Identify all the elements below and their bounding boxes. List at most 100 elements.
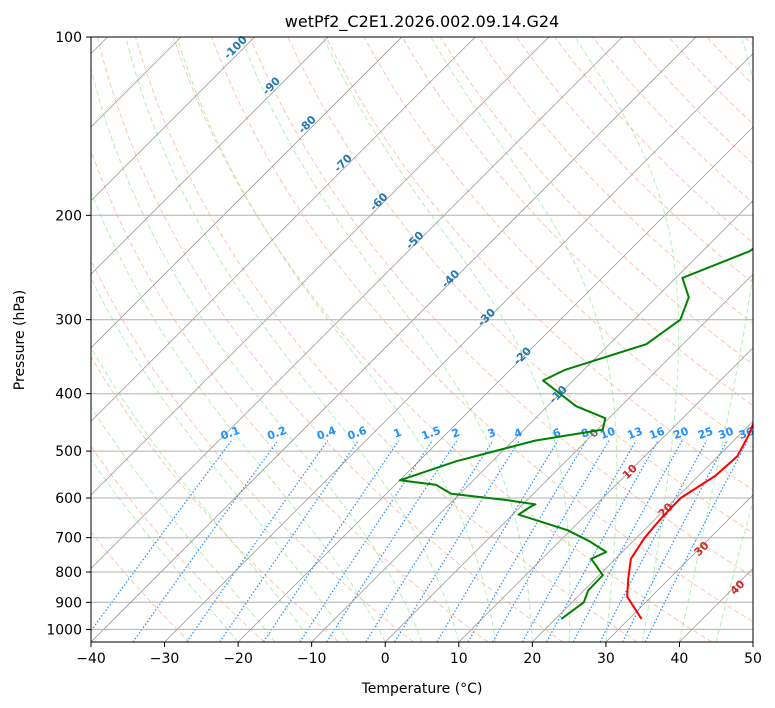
isotherm-line [164,53,753,642]
moist-adiabat-line [574,37,680,642]
mixing-ratio-label: 30 [716,424,735,442]
x-tick-label: 10 [450,651,468,667]
mixing-ratio-label: 16 [647,424,666,442]
dewpoint-profile [398,247,753,620]
isotherm-line [91,37,403,349]
moist-adiabat-line [430,37,618,642]
isotherm-line [384,273,753,642]
dry-adiabat-line [91,445,265,642]
y-tick-label: 400 [55,387,82,403]
isobar-gridlines [91,37,753,630]
dry-adiabat-line [135,37,638,642]
moist-adiabat-line [91,67,423,642]
x-tick-label: −30 [150,651,180,667]
dry-adiabat-line [91,355,340,642]
mixing-ratio-label: 0.4 [315,424,338,443]
mixing-ratio-line [326,440,458,642]
mixing-ratio-label: 0.2 [265,424,288,443]
dry-adiabat-line [91,149,489,642]
x-tick-label: 40 [671,651,689,667]
moist-adiabat-line [678,37,753,642]
mixing-ratio-line [299,440,433,642]
dry-adiabat-line [249,37,753,578]
mixing-ratio-line [262,440,400,642]
plot-frame [90,36,754,643]
y-axis-ticks: 100 200 300 400 500 600 700 800 900 1000 [46,30,91,638]
y-tick-label: 800 [55,565,82,581]
moist-adiabat-line [91,190,386,642]
isotherm-line [91,37,697,642]
mixing-ratio-line [186,440,329,642]
mixing-ratio-line [492,440,610,642]
dry-adiabat-line [211,37,753,623]
y-tick-label: 500 [55,444,82,460]
mixing-ratio-label: 1.5 [420,424,443,443]
dry-adiabat-line [96,37,563,642]
moist-adiabats [91,37,753,642]
y-tick-label: 300 [55,313,82,329]
mixing-ratio-label: 2 [450,426,462,441]
y-tick-label: 100 [55,30,82,46]
mixing-ratio-label: 0.1 [219,424,242,443]
moist-adiabat-line [91,277,349,642]
mixing-ratio-line [622,440,728,642]
isotherm-line [91,37,623,569]
sounding-profiles [398,247,753,620]
mixing-ratio-label: 1 [392,426,404,441]
y-tick-label: 200 [55,208,82,224]
mixing-ratio-line [365,440,494,642]
isotherm-line [458,347,753,642]
y-tick-label: 600 [55,491,82,507]
mixing-ratio-label: 3 [486,426,498,441]
mixing-ratio-line [436,440,559,642]
mixing-ratio-lines [91,440,749,642]
dry-adiabat-line [173,37,713,642]
y-tick-label: 1000 [46,622,82,638]
mixing-ratio-label: 13 [625,425,644,442]
mixing-ratio-line [572,440,683,642]
isotherms [91,37,753,642]
isotherm-line [91,37,550,496]
isotherm-line [91,37,329,275]
y-axis-title: Pressure (hPa) [12,290,28,390]
isotherm-line [311,200,753,642]
x-tick-label: 0 [381,651,390,667]
dry-adiabat-line [91,531,191,642]
mixing-ratio-labels: 0.1 0.2 0.4 0.6 1 1.5 2 3 4 6 8 10 13 16 20 25 30 36 [219,424,756,443]
moist-adiabat-line [715,498,753,642]
mixing-ratio-line [467,440,587,642]
x-tick-label: −20 [223,651,253,667]
moist-adiabat-line [91,405,276,642]
moist-adiabat-line [322,37,571,642]
mixing-ratio-label: 20 [671,424,690,442]
dry-adiabat-line [439,37,753,366]
isotherm-line [532,420,753,642]
temperature-profile [626,421,753,620]
moist-adiabat-line [91,458,239,642]
x-tick-label: 20 [523,651,541,667]
moist-adiabat-line [125,37,460,642]
mixing-ratio-label: 25 [696,425,715,442]
x-tick-label: −40 [76,651,106,667]
moist-adiabat-line [240,37,533,642]
x-axis-title: Temperature (°C) [361,681,483,697]
mixing-ratio-label: 4 [512,426,524,441]
y-tick-label: 900 [55,595,82,611]
mixing-ratio-line [599,440,708,642]
x-axis-ticks: −40 −30 −20 −10 0 10 20 30 40 50 [76,642,762,667]
mixing-ratio-line [219,440,359,642]
x-tick-label: 30 [597,651,615,667]
mixing-ratio-label: 6 [551,426,563,441]
x-tick-label: 50 [744,651,762,667]
x-tick-label: −10 [297,651,327,667]
moist-adiabat-line [176,37,497,642]
dry-adiabat-line [325,37,753,491]
isotherm-line [91,37,476,422]
mixing-ratio-label: 0.6 [346,424,369,443]
dry-adiabat-line [401,37,753,407]
isotherm-line [237,126,753,642]
dry-adiabat-line [515,37,753,284]
chart-title: wetPf2_C2E1.2026.002.09.14.G24 [285,12,559,32]
